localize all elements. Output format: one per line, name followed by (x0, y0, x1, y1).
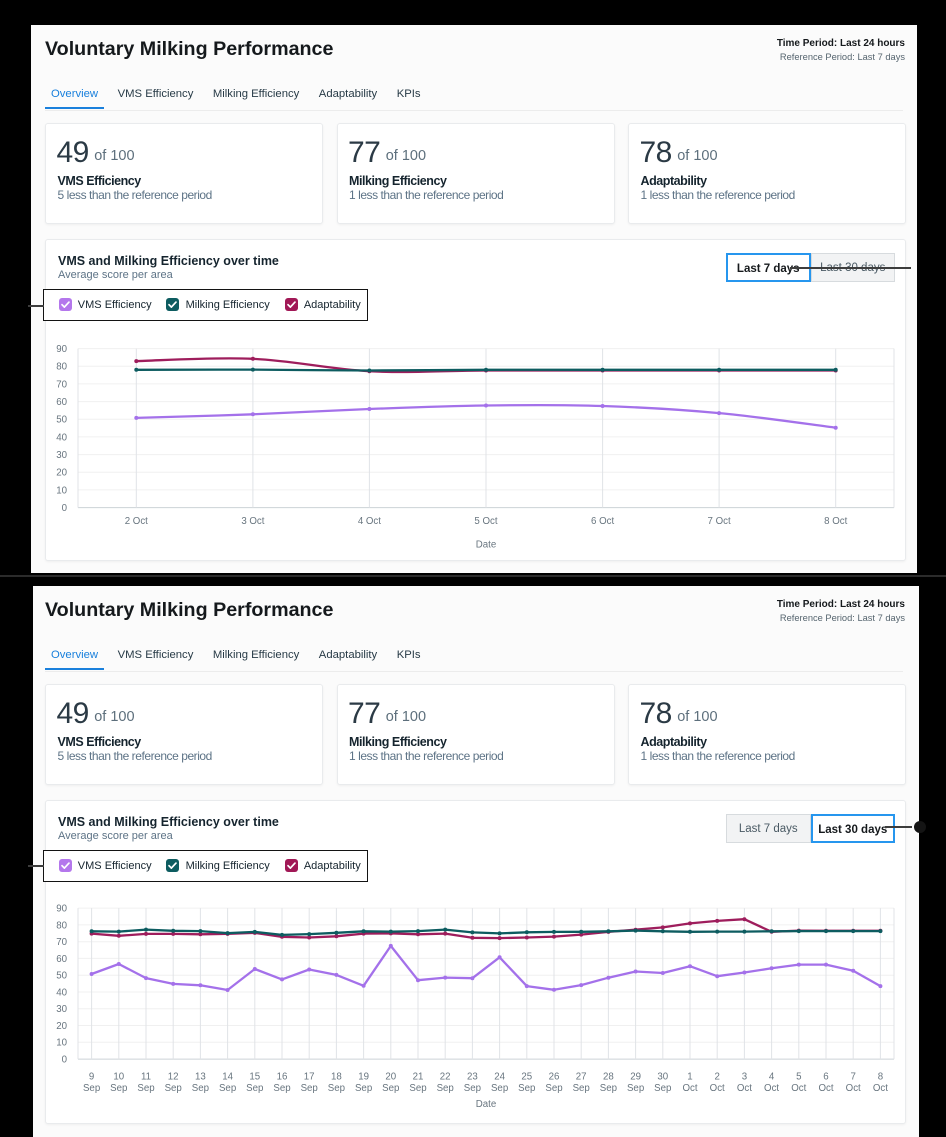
svg-text:11: 11 (141, 1071, 151, 1082)
svg-text:8: 8 (878, 1071, 883, 1082)
svg-text:80: 80 (56, 920, 67, 931)
svg-text:20: 20 (56, 467, 67, 478)
svg-text:1: 1 (687, 1071, 692, 1082)
svg-text:50: 50 (56, 970, 67, 981)
svg-text:28: 28 (603, 1071, 614, 1082)
svg-text:10: 10 (113, 1071, 124, 1082)
svg-text:Sep: Sep (301, 1083, 318, 1094)
svg-text:Sep: Sep (382, 1083, 399, 1094)
svg-text:4: 4 (769, 1071, 775, 1082)
svg-text:40: 40 (56, 987, 67, 998)
svg-text:90: 90 (56, 344, 67, 355)
svg-text:6 Oct: 6 Oct (591, 516, 614, 527)
svg-text:0: 0 (62, 1054, 68, 1065)
svg-text:10: 10 (56, 485, 67, 496)
svg-text:3: 3 (742, 1071, 747, 1082)
svg-text:Date: Date (476, 1099, 496, 1110)
svg-text:5 Oct: 5 Oct (474, 516, 497, 527)
svg-text:Oct: Oct (710, 1083, 725, 1094)
svg-text:8 Oct: 8 Oct (824, 516, 847, 527)
svg-text:Sep: Sep (83, 1083, 100, 1094)
svg-text:Sep: Sep (600, 1083, 617, 1094)
svg-text:Oct: Oct (737, 1083, 752, 1094)
svg-text:Sep: Sep (409, 1083, 426, 1094)
svg-text:Sep: Sep (573, 1083, 590, 1094)
svg-text:Sep: Sep (328, 1083, 345, 1094)
svg-text:20: 20 (385, 1071, 396, 1082)
svg-text:0: 0 (62, 503, 68, 514)
svg-text:Sep: Sep (464, 1083, 481, 1094)
svg-text:70: 70 (56, 937, 67, 948)
svg-text:9: 9 (89, 1071, 94, 1082)
svg-text:6: 6 (823, 1071, 828, 1082)
svg-text:29: 29 (630, 1071, 641, 1082)
svg-text:Sep: Sep (192, 1083, 209, 1094)
svg-text:15: 15 (249, 1071, 260, 1082)
svg-text:Sep: Sep (165, 1083, 182, 1094)
svg-text:19: 19 (358, 1071, 369, 1082)
svg-text:90: 90 (56, 903, 67, 914)
svg-text:16: 16 (277, 1071, 288, 1082)
svg-text:Sep: Sep (110, 1083, 127, 1094)
svg-text:4 Oct: 4 Oct (358, 516, 381, 527)
svg-text:5: 5 (796, 1071, 801, 1082)
svg-text:Sep: Sep (273, 1083, 290, 1094)
svg-text:Sep: Sep (627, 1083, 644, 1094)
svg-text:Sep: Sep (355, 1083, 372, 1094)
svg-text:30: 30 (657, 1071, 668, 1082)
svg-text:Oct: Oct (818, 1083, 833, 1094)
svg-text:Sep: Sep (491, 1083, 508, 1094)
svg-text:22: 22 (440, 1071, 451, 1082)
svg-text:27: 27 (576, 1071, 587, 1082)
svg-text:40: 40 (56, 432, 67, 443)
svg-text:Sep: Sep (654, 1083, 671, 1094)
svg-text:Oct: Oct (682, 1083, 697, 1094)
svg-text:Sep: Sep (246, 1083, 263, 1094)
svg-text:18: 18 (331, 1071, 342, 1082)
svg-text:2 Oct: 2 Oct (125, 516, 148, 527)
svg-text:12: 12 (168, 1071, 179, 1082)
svg-text:60: 60 (56, 954, 67, 965)
svg-text:13: 13 (195, 1071, 206, 1082)
svg-text:Oct: Oct (846, 1083, 861, 1094)
svg-text:26: 26 (549, 1071, 560, 1082)
svg-text:Sep: Sep (518, 1083, 535, 1094)
svg-text:21: 21 (413, 1071, 424, 1082)
svg-text:10: 10 (56, 1037, 67, 1048)
svg-text:Sep: Sep (437, 1083, 454, 1094)
svg-text:Sep: Sep (137, 1083, 154, 1094)
svg-text:Oct: Oct (791, 1083, 806, 1094)
svg-text:80: 80 (56, 361, 67, 372)
svg-text:24: 24 (494, 1071, 505, 1082)
svg-text:20: 20 (56, 1021, 67, 1032)
svg-text:70: 70 (56, 379, 67, 390)
svg-text:60: 60 (56, 397, 67, 408)
svg-text:30: 30 (56, 450, 67, 461)
svg-text:3 Oct: 3 Oct (241, 516, 264, 527)
svg-text:50: 50 (56, 414, 67, 425)
svg-text:30: 30 (56, 1004, 67, 1015)
svg-text:14: 14 (222, 1071, 233, 1082)
svg-text:25: 25 (521, 1071, 532, 1082)
svg-text:7 Oct: 7 Oct (708, 516, 731, 527)
svg-text:7: 7 (851, 1071, 856, 1082)
svg-text:Sep: Sep (545, 1083, 562, 1094)
svg-text:Oct: Oct (873, 1083, 888, 1094)
svg-text:2: 2 (715, 1071, 720, 1082)
svg-text:Oct: Oct (764, 1083, 779, 1094)
svg-text:Date: Date (476, 539, 496, 550)
svg-text:Sep: Sep (219, 1083, 236, 1094)
svg-text:23: 23 (467, 1071, 478, 1082)
svg-text:17: 17 (304, 1071, 315, 1082)
